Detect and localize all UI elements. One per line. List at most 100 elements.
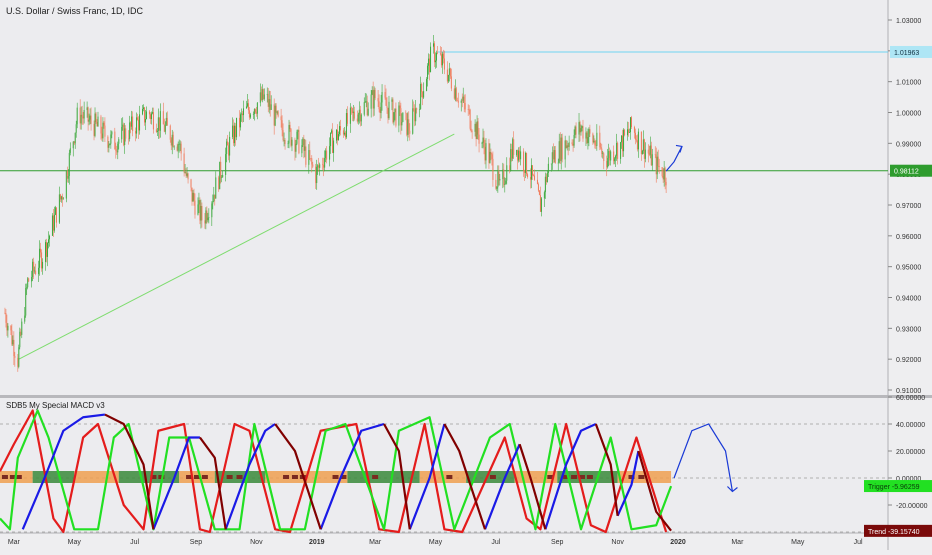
candle-body bbox=[270, 104, 272, 110]
macd-series-line bbox=[544, 422, 597, 530]
candle-body bbox=[185, 172, 187, 176]
candle-body bbox=[374, 89, 376, 99]
candle-body bbox=[176, 146, 178, 151]
candle-body bbox=[629, 132, 631, 133]
candle-body bbox=[90, 115, 92, 124]
candle-body bbox=[204, 220, 206, 224]
candle-body bbox=[512, 139, 514, 159]
candle-body bbox=[225, 154, 227, 175]
candle-body bbox=[304, 146, 306, 151]
candle-body bbox=[34, 270, 36, 272]
candle-body bbox=[284, 140, 286, 145]
candle-body bbox=[144, 118, 146, 123]
candle-body bbox=[215, 177, 217, 199]
macd-zero-band bbox=[0, 471, 672, 483]
candle-body bbox=[543, 192, 545, 199]
candle-body bbox=[47, 242, 49, 257]
time-axis-tick-label: Jul bbox=[854, 539, 863, 546]
candle-body bbox=[540, 198, 542, 212]
candle-body bbox=[282, 130, 284, 141]
candle-body bbox=[163, 124, 165, 132]
candle-body bbox=[5, 313, 7, 323]
candle-body bbox=[513, 139, 515, 155]
candle-body bbox=[435, 60, 437, 63]
candle-body bbox=[277, 111, 279, 117]
candle-body bbox=[88, 119, 90, 122]
candle-body bbox=[315, 166, 317, 184]
macd-projection-arrow bbox=[673, 423, 734, 492]
candle-body bbox=[46, 242, 48, 257]
candle-body bbox=[439, 53, 441, 55]
price-axis-tick-label: 0.91000 bbox=[896, 388, 921, 395]
candle-body bbox=[530, 177, 532, 180]
candle-body bbox=[586, 132, 588, 143]
candle-body bbox=[39, 248, 41, 268]
candle-body bbox=[455, 88, 457, 101]
price-axis-tick-label: 1.00000 bbox=[896, 111, 921, 118]
price-level-label-bg bbox=[890, 164, 932, 177]
candle-body bbox=[61, 196, 63, 200]
candle-body bbox=[297, 130, 299, 132]
macd-value-label-bg bbox=[864, 480, 932, 493]
candle-body bbox=[474, 123, 476, 132]
candle-body bbox=[41, 252, 43, 269]
candle-body bbox=[33, 261, 35, 272]
candle-body bbox=[222, 174, 224, 178]
candle-body bbox=[363, 102, 365, 115]
candle-body bbox=[193, 192, 195, 201]
macd-series-line bbox=[0, 409, 673, 531]
candle-body bbox=[236, 117, 238, 138]
candle-body bbox=[108, 144, 110, 148]
macd-pane bbox=[0, 398, 888, 532]
candle-body bbox=[26, 287, 28, 289]
candle-body bbox=[148, 111, 150, 115]
candle-body bbox=[159, 111, 161, 131]
candle-body bbox=[582, 126, 584, 139]
candle-body bbox=[187, 173, 189, 180]
candle-body bbox=[116, 150, 118, 153]
candle-body bbox=[324, 158, 326, 168]
candle-body bbox=[495, 179, 497, 189]
candle-body bbox=[31, 276, 33, 282]
macd-band-mark bbox=[372, 475, 379, 479]
candle-body bbox=[552, 152, 554, 160]
candle-body bbox=[350, 107, 352, 109]
macd-band-mark bbox=[446, 475, 453, 479]
time-axis-tick-label: Mar bbox=[731, 539, 744, 546]
candle-body bbox=[343, 132, 345, 135]
candle-body bbox=[150, 113, 152, 120]
candle-body bbox=[442, 53, 444, 59]
candle-body bbox=[283, 140, 285, 141]
macd-band-segment bbox=[32, 471, 75, 483]
price-axis-tick-label: 0.97000 bbox=[896, 203, 921, 210]
candle-body bbox=[599, 132, 601, 148]
candle-body bbox=[211, 203, 213, 218]
candle-body bbox=[498, 171, 500, 181]
candle-body bbox=[551, 152, 553, 164]
candle-body bbox=[420, 83, 422, 110]
macd-series-line bbox=[21, 413, 106, 530]
candle-body bbox=[10, 325, 12, 331]
candle-body bbox=[517, 149, 519, 161]
candle-body bbox=[241, 113, 243, 116]
macd-band-mark bbox=[9, 475, 16, 479]
macd-axis-tick-label: -20.00000 bbox=[896, 503, 928, 510]
candle-body bbox=[546, 172, 548, 183]
candle-body bbox=[457, 100, 459, 103]
candle-body bbox=[24, 315, 26, 322]
candle-body bbox=[616, 142, 618, 156]
candle-body bbox=[114, 131, 116, 150]
candle-body bbox=[213, 194, 215, 202]
candle-body bbox=[448, 68, 450, 75]
macd-series-line bbox=[199, 436, 227, 530]
candle-body bbox=[478, 134, 480, 144]
candle-body bbox=[42, 261, 44, 269]
candle-body bbox=[370, 94, 372, 109]
candle-body bbox=[630, 117, 632, 128]
candle-body bbox=[502, 169, 504, 180]
candle-body bbox=[103, 122, 105, 126]
candle-body bbox=[248, 110, 250, 118]
candle-body bbox=[309, 150, 311, 159]
candle-body bbox=[360, 114, 362, 122]
macd-band-mark bbox=[547, 475, 554, 479]
